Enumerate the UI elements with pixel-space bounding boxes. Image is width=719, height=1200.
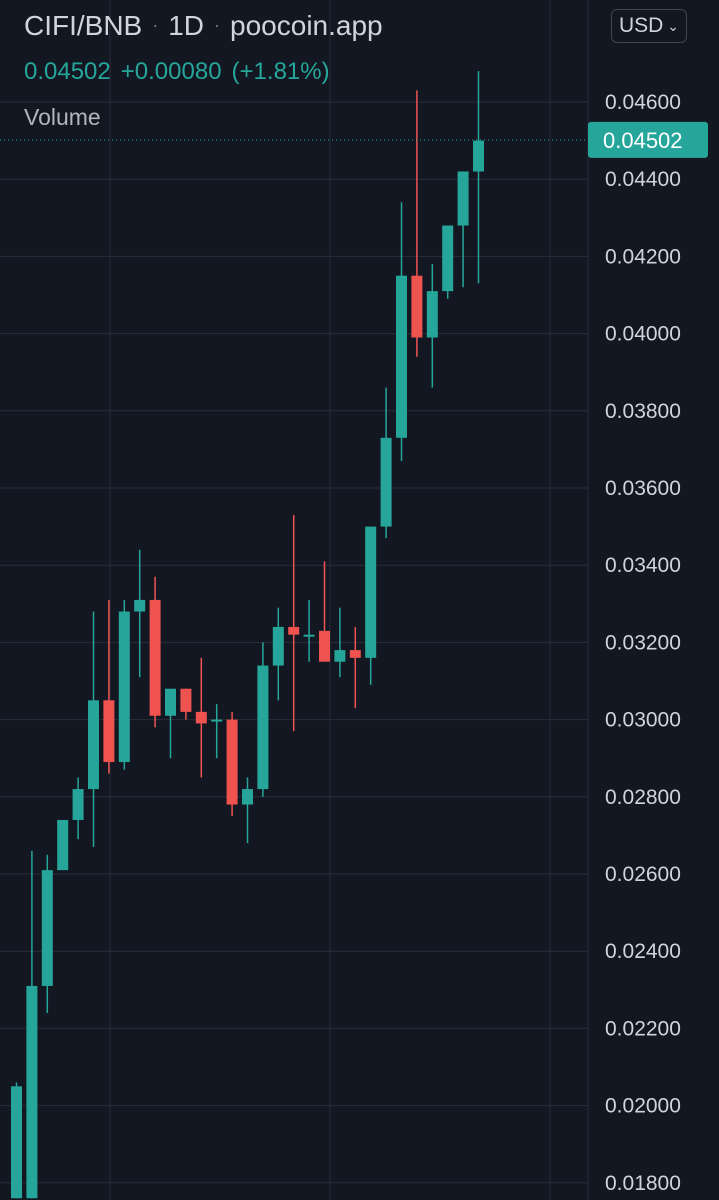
y-axis-tick-label: 0.04600 <box>605 91 681 114</box>
candle-body[interactable] <box>380 437 392 527</box>
candle-body[interactable] <box>211 719 223 722</box>
candle-body[interactable] <box>442 225 454 292</box>
candle-body[interactable] <box>349 650 361 658</box>
candle-body[interactable] <box>288 626 300 635</box>
y-axis-tick-label: 0.03400 <box>605 554 681 577</box>
currency-select-button[interactable]: USD ⌄ <box>611 9 687 43</box>
candle-body[interactable] <box>26 985 38 1199</box>
source-label: poocoin.app <box>230 10 383 41</box>
candle-body[interactable] <box>303 634 315 637</box>
y-axis-tick-label: 0.03200 <box>605 631 681 654</box>
candle-body[interactable] <box>242 789 253 805</box>
y-axis-tick-label: 0.02400 <box>605 940 681 963</box>
candle-body[interactable] <box>134 599 146 612</box>
candle-body[interactable] <box>226 719 238 805</box>
y-axis-tick-label: 0.03800 <box>605 400 681 423</box>
candle-body[interactable] <box>149 599 161 716</box>
candle-body[interactable] <box>473 140 484 172</box>
candle-body[interactable] <box>103 700 115 763</box>
candle-body[interactable] <box>88 700 99 790</box>
candle-body[interactable] <box>57 819 69 871</box>
price-change-value: +0.00080 <box>120 58 222 85</box>
candle-body[interactable] <box>180 688 192 712</box>
last-price-value: 0.04502 <box>24 58 111 85</box>
last-price-tag <box>588 121 708 158</box>
candle-body[interactable] <box>272 626 284 666</box>
candle-body[interactable] <box>41 870 53 986</box>
interval-label[interactable]: 1D <box>168 10 205 41</box>
separator-dot: · <box>152 15 159 35</box>
y-axis-tick-label: 0.02600 <box>605 863 681 886</box>
candle-body[interactable] <box>334 650 346 662</box>
candle-body[interactable] <box>396 275 407 438</box>
candle-body[interactable] <box>165 688 176 716</box>
candle-body[interactable] <box>72 789 84 820</box>
price-change-percent: (+1.81%) <box>231 58 330 85</box>
y-axis-tick-label: 0.03000 <box>605 709 681 732</box>
y-axis-tick-label: 0.02800 <box>605 786 681 809</box>
y-axis-tick-label: 0.02200 <box>605 1017 681 1040</box>
y-axis-tick-label: 0.04000 <box>605 323 681 346</box>
y-axis-tick-label: 0.03600 <box>605 477 681 500</box>
candle-body[interactable] <box>118 611 130 763</box>
chevron-down-icon: ⌄ <box>667 17 680 34</box>
candle-body[interactable] <box>319 630 330 662</box>
candle-body[interactable] <box>426 291 438 338</box>
candle-body[interactable] <box>411 275 423 338</box>
candle-body[interactable] <box>365 526 377 658</box>
y-axis-tick-label: 0.02000 <box>605 1095 681 1118</box>
candle-body[interactable] <box>11 1086 22 1199</box>
candle-body[interactable] <box>195 711 207 724</box>
symbol-label[interactable]: CIFI/BNB <box>24 10 143 41</box>
y-axis-tick-label: 0.04200 <box>605 245 681 268</box>
last-price-tag-label: 0.04502 <box>603 128 683 153</box>
y-axis-tick-label: 0.04400 <box>605 168 681 191</box>
price-legend: 0.04502 +0.00080 (+1.81%) <box>24 58 340 86</box>
volume-label[interactable]: Volume <box>24 104 101 130</box>
y-axis-tick-label: 0.01800 <box>605 1172 681 1195</box>
candle-body[interactable] <box>257 665 269 790</box>
candle-body[interactable] <box>457 171 469 226</box>
currency-label: USD <box>618 14 664 37</box>
separator-dot: · <box>214 15 221 35</box>
chart-header: CIFI/BNB · 1D · poocoin.app <box>24 10 383 42</box>
